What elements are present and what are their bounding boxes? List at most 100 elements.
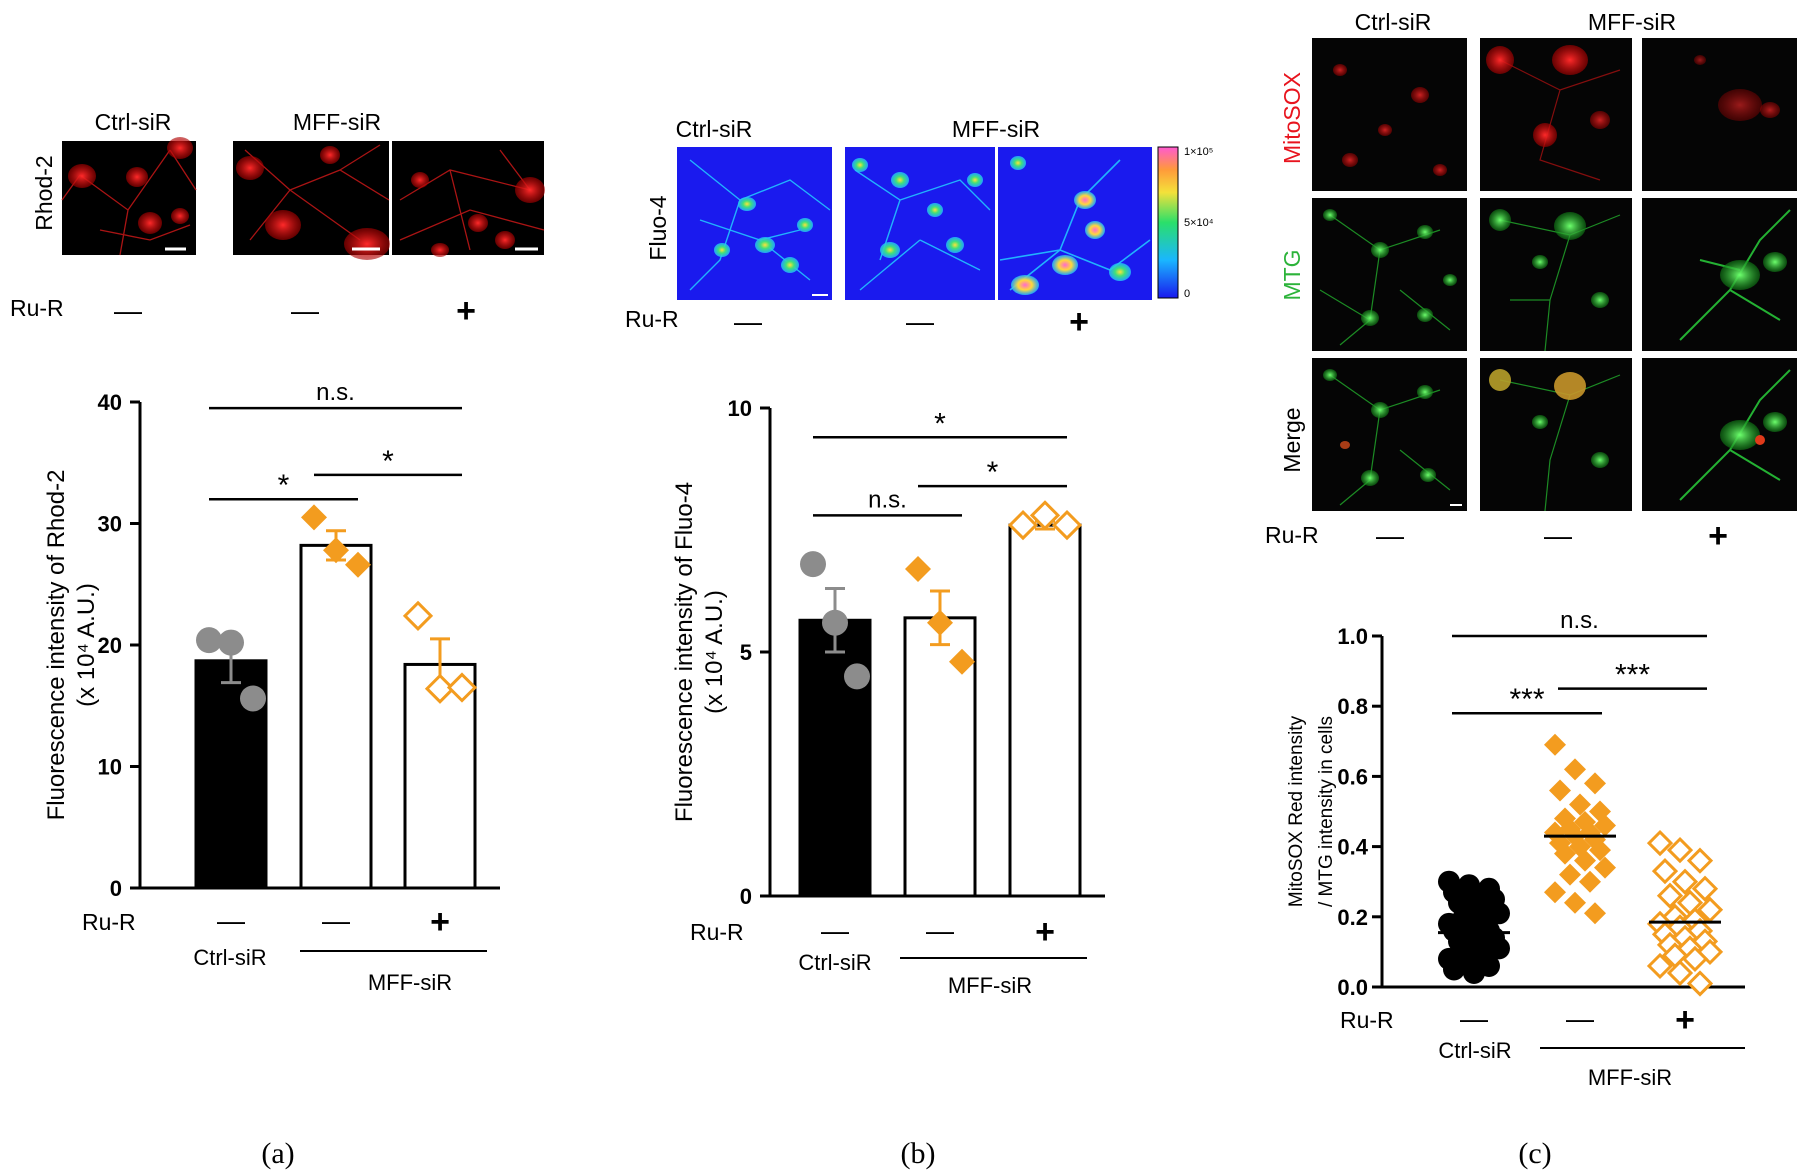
c-point-2-22 — [1646, 952, 1674, 980]
b-bar-0 — [798, 618, 872, 898]
panel-letter-a: (a) — [261, 1137, 294, 1170]
c-rur-sign-1: — — [1376, 520, 1404, 551]
c-rur-sign-2: — — [1544, 520, 1572, 551]
b-xsign-2: + — [1035, 913, 1055, 951]
a-rur-sign-1: — — [114, 295, 142, 326]
b-ytick-label-1: 5 — [740, 640, 752, 665]
b-bar-2 — [1008, 523, 1082, 898]
b-sig-label-1: * — [987, 456, 999, 489]
c-point-1-17 — [1554, 842, 1576, 865]
c-row-label-merge: Merge — [1279, 407, 1305, 472]
c-point-2-21 — [1681, 945, 1709, 973]
c-image-mtg-mff-minus — [1480, 198, 1632, 352]
b-image-mff-plus — [998, 147, 1152, 300]
a-point-0-1 — [218, 629, 244, 656]
c-point-1-20 — [1559, 863, 1581, 886]
a-rur-label: Ru-R — [10, 295, 64, 321]
a-ytick-label-3: 30 — [98, 512, 122, 537]
b-ylabel-line2: (x 10⁴ A.U.) — [701, 590, 728, 714]
c-point-2-0 — [1646, 829, 1674, 857]
a-header-ctrl: Ctrl-siR — [95, 109, 172, 135]
a-rur-sign-3: + — [456, 292, 476, 330]
a-rur-sign-2: — — [291, 295, 319, 326]
b-image-ctrl — [677, 147, 832, 300]
b-colorbar-tick-max: 1×10⁵ — [1184, 146, 1213, 158]
c-point-1-22 — [1544, 881, 1566, 904]
c-rur-sign-3: + — [1708, 517, 1728, 555]
b-ylabel-line1: Fluorescence intensity of Fluo-4 — [671, 482, 698, 822]
c-point-2-1 — [1666, 836, 1694, 864]
a-image-mff-plus — [392, 141, 545, 257]
panel-letter-c: (c) — [1518, 1137, 1551, 1170]
a-sig-label-2: * — [382, 445, 394, 478]
c-ytick-label-5: 1.0 — [1337, 624, 1368, 649]
a-ytick-label-2: 20 — [98, 633, 122, 658]
a-sig-label-0: n.s. — [316, 379, 355, 406]
b-stain-label: Fluo-4 — [645, 195, 671, 260]
b-xlabel-rur: Ru-R — [690, 919, 744, 945]
panel-a-micrographs: Ctrl-siR MFF-siR Rhod-2 — [10, 109, 545, 330]
b-image-mff-minus — [845, 147, 995, 300]
a-xsign-2: + — [430, 903, 450, 941]
b-xgroup-ctrl: Ctrl-siR — [798, 950, 871, 975]
c-image-mtg-ctrl — [1312, 198, 1467, 351]
b-rur-sign-3: + — [1069, 303, 1089, 341]
b-xsign-1: — — [926, 915, 954, 946]
c-ytick-label-0: 0.0 — [1337, 975, 1368, 1000]
c-point-1-0 — [1544, 733, 1566, 756]
a-ylabel-line2: (x 10⁴ A.U.) — [73, 583, 100, 707]
chart-a: 0 10 20 30 40 Fluorescence intensity of Rhod-… — [43, 379, 500, 995]
c-ylabel-line1: MitoSOX Red intensity — [1286, 715, 1307, 907]
c-xsign-0: — — [1460, 1003, 1488, 1034]
c-point-1-2 — [1584, 772, 1606, 795]
c-point-2-2 — [1686, 847, 1714, 874]
b-rur-label: Ru-R — [625, 306, 679, 332]
c-image-merge-mff-minus — [1480, 358, 1632, 512]
c-sig-label-2: *** — [1615, 659, 1650, 692]
c-image-mitosox-mff-minus — [1480, 38, 1632, 191]
b-rur-sign-2: — — [906, 306, 934, 337]
c-sig-label-0: n.s. — [1560, 607, 1599, 634]
c-point-1-19 — [1594, 856, 1616, 879]
a-ylabel-line1: Fluorescence intensity of Rhod-2 — [43, 470, 70, 821]
c-xgroup-ctrl: Ctrl-siR — [1438, 1038, 1511, 1063]
a-xgroup-mff: MFF-siR — [368, 970, 452, 995]
c-image-mtg-mff-plus — [1642, 198, 1797, 351]
c-ytick-label-1: 0.2 — [1337, 905, 1368, 930]
b-header-mff: MFF-siR — [952, 116, 1040, 142]
c-point-2-23 — [1666, 959, 1694, 987]
a-sig-label-1: * — [278, 469, 290, 502]
b-xgroup-mff: MFF-siR — [948, 973, 1032, 998]
c-sig-label-1: *** — [1509, 683, 1544, 716]
c-point-1-18 — [1574, 849, 1596, 872]
b-point-2-1 — [1029, 500, 1061, 531]
c-point-2-5 — [1691, 875, 1719, 902]
b-colorbar-tick-mid: 5×10⁴ — [1184, 217, 1214, 229]
c-point-2-4 — [1671, 868, 1699, 895]
a-xsign-1: — — [322, 905, 350, 936]
b-point-0-1 — [822, 609, 848, 636]
c-point-1-4 — [1569, 793, 1591, 816]
a-point-2-0 — [402, 600, 434, 631]
a-ytick-label-0: 0 — [110, 876, 122, 901]
a-image-ctrl — [61, 137, 197, 256]
a-point-2-1 — [424, 673, 456, 704]
a-point-1-2 — [345, 551, 371, 578]
c-xsign-2: + — [1675, 1001, 1695, 1039]
c-point-1-16 — [1589, 839, 1611, 862]
b-point-1-1 — [927, 609, 953, 636]
a-point-2-2 — [446, 672, 478, 703]
c-xsign-1: — — [1566, 1003, 1594, 1034]
c-point-1-3 — [1549, 779, 1571, 802]
b-point-0-0 — [800, 551, 826, 578]
c-xlabel-rur: Ru-R — [1340, 1007, 1394, 1033]
c-point-1-24 — [1584, 902, 1606, 925]
c-point-1-21 — [1579, 870, 1601, 893]
a-image-mff-minus — [233, 141, 390, 260]
c-point-2-6 — [1656, 882, 1684, 909]
a-point-1-0 — [301, 504, 327, 531]
panel-letter-b: (b) — [901, 1137, 936, 1170]
c-point-0-25 — [1443, 958, 1465, 981]
a-point-1-1 — [323, 537, 349, 564]
